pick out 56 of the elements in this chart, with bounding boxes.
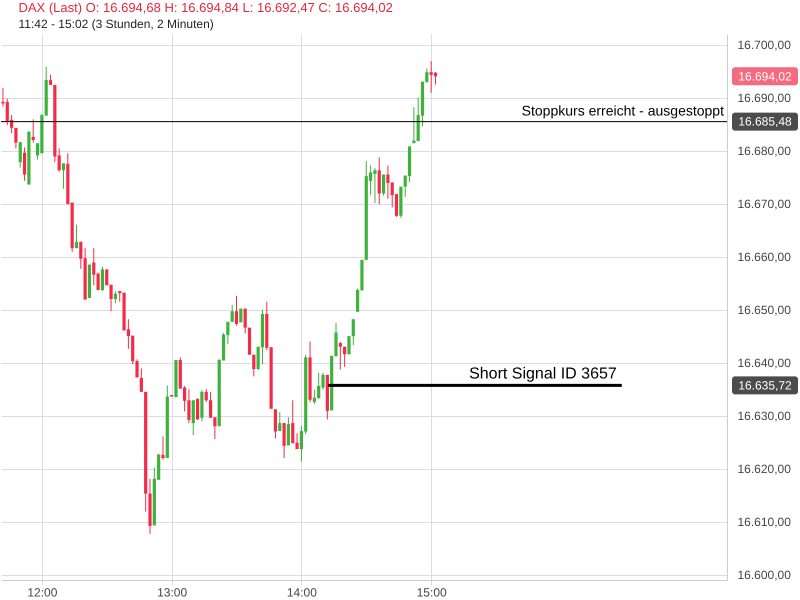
ref-line-label: Stoppkurs erreicht - ausgestoppt bbox=[522, 102, 724, 119]
candlestick bbox=[18, 142, 22, 168]
candlestick bbox=[135, 358, 139, 378]
candlestick bbox=[382, 174, 386, 196]
candlestick bbox=[32, 118, 35, 144]
candlestick bbox=[92, 248, 96, 286]
candlestick bbox=[282, 422, 286, 459]
candlestick bbox=[140, 368, 143, 392]
y-tick-label: 16.670,00 bbox=[738, 197, 792, 212]
series-label: Short Signal ID 3657 bbox=[469, 365, 617, 382]
x-tick-label: 14:00 bbox=[286, 586, 318, 600]
candlestick bbox=[6, 98, 9, 126]
y-tick-label: 16.650,00 bbox=[738, 303, 792, 318]
x-tick-label: 13:00 bbox=[157, 586, 188, 600]
y-tick-label: 16.700,00 bbox=[738, 38, 792, 52]
y-tick-label: 16.620,00 bbox=[738, 462, 792, 476]
chart-subtitle: 11:42 - 15:02 (3 Stunden, 2 Minuten) bbox=[18, 17, 214, 31]
candlestick bbox=[100, 266, 104, 292]
y-tick-label: 16.610,00 bbox=[738, 515, 792, 530]
candlestick bbox=[352, 318, 355, 346]
candlestick bbox=[430, 60, 433, 94]
chart-title: DAX (Last) O: 16.694,68 H: 16.694,84 L: 16.692,47 C: 16.694,02 bbox=[18, 0, 393, 15]
y-tick-label: 16.640,00 bbox=[738, 356, 792, 370]
candlestick bbox=[244, 308, 247, 334]
candlestick bbox=[338, 341, 342, 370]
candlestick bbox=[252, 354, 256, 377]
candlestick bbox=[347, 336, 351, 356]
candlestick bbox=[196, 398, 200, 420]
y-tick-label: 16.630,00 bbox=[738, 409, 792, 424]
text: 16.685,48 bbox=[738, 114, 792, 129]
y-tick-label: 16.680,00 bbox=[738, 144, 792, 158]
candlestick bbox=[278, 411, 282, 432]
y-tick-label: 16.690,00 bbox=[738, 91, 792, 106]
candlestick bbox=[378, 157, 381, 205]
candlestick bbox=[234, 295, 238, 326]
candlestick bbox=[274, 408, 278, 439]
text: 16.635,72 bbox=[738, 378, 792, 392]
x-tick-label: 12:00 bbox=[27, 586, 58, 600]
candlestick bbox=[317, 372, 320, 400]
candlestick bbox=[204, 388, 208, 402]
x-tick-label: 15:00 bbox=[416, 586, 447, 600]
candlestick bbox=[22, 146, 26, 182]
text: 16.694,02 bbox=[738, 69, 792, 84]
candlestick bbox=[239, 308, 242, 323]
candlestick bbox=[187, 388, 191, 424]
candlestick bbox=[286, 416, 290, 446]
candlestick bbox=[14, 127, 18, 149]
y-tick-label: 16.660,00 bbox=[738, 250, 792, 264]
candlestick bbox=[230, 304, 234, 322]
candlestick bbox=[434, 71, 438, 86]
candlestick bbox=[356, 288, 360, 312]
y-tick-label: 16.600,00 bbox=[738, 568, 792, 582]
candlestick bbox=[48, 74, 52, 86]
candlestick bbox=[373, 168, 377, 204]
candlestick bbox=[114, 290, 118, 304]
candlestick bbox=[192, 400, 195, 436]
